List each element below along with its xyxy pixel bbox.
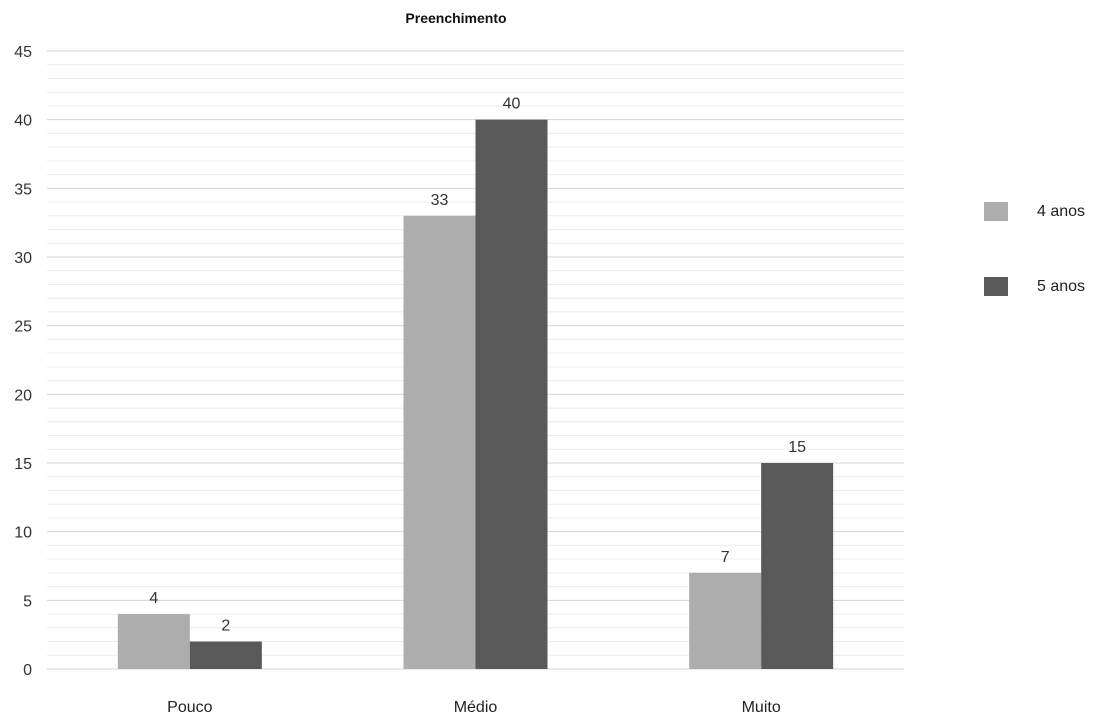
y-tick-label: 25 (14, 319, 32, 336)
y-tick-label: 45 (14, 44, 32, 61)
bar (476, 120, 548, 669)
bar (761, 463, 833, 669)
y-tick-label: 10 (14, 525, 32, 542)
legend-label-5-anos: 5 anos (1037, 278, 1085, 296)
bar-value-label: 7 (721, 549, 730, 566)
bar-value-label: 15 (788, 439, 806, 456)
y-tick-label: 40 (14, 113, 32, 130)
y-tick-label: 20 (14, 387, 32, 404)
bar (190, 642, 262, 669)
bar (689, 573, 761, 669)
legend-swatch-5-anos (984, 277, 1008, 296)
bar (404, 216, 476, 669)
legend-label-4-anos: 4 anos (1037, 203, 1085, 221)
y-tick-label: 5 (23, 593, 32, 610)
x-tick-label: Muito (742, 699, 781, 716)
y-tick-label: 30 (14, 250, 32, 267)
y-axis-ticks: 0 5 10 15 20 25 30 35 40 45 (14, 44, 32, 679)
x-axis-ticks: Pouco Médio Muito (167, 699, 781, 716)
x-tick-label: Pouco (167, 699, 212, 716)
bar-value-label: 40 (503, 96, 521, 113)
bar-value-label: 4 (149, 590, 158, 607)
bar-value-label: 2 (221, 618, 230, 635)
y-tick-label: 35 (14, 181, 32, 198)
y-tick-label: 15 (14, 456, 32, 473)
bar-value-label: 33 (431, 192, 449, 209)
legend-swatch-4-anos (984, 202, 1008, 221)
bar (118, 614, 190, 669)
y-tick-label: 0 (23, 662, 32, 679)
x-tick-label: Médio (454, 699, 498, 716)
